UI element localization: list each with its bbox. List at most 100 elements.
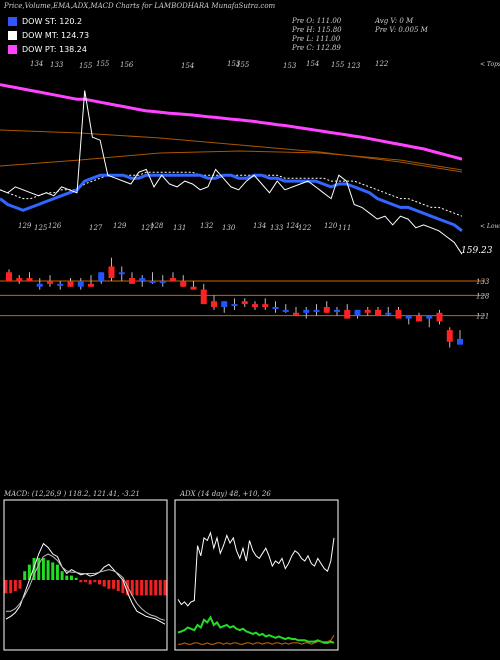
candle-body (416, 315, 422, 322)
current-value-label: 159.23 (461, 246, 493, 256)
top-tick-label: 154 (306, 60, 319, 68)
top-tick-label: 123 (347, 62, 361, 70)
bottom-tick-label: 133 (270, 224, 284, 232)
legend-swatch-icon (8, 31, 17, 40)
candle-body (88, 283, 94, 287)
legend-swatch-icon (8, 17, 17, 26)
ema-st-line (0, 173, 463, 232)
legend-label: DOW PT: 138.24 (22, 45, 87, 54)
bottom-tick-label: 132 (200, 222, 214, 230)
bottom-tick-label: 126 (48, 222, 62, 230)
bottom-tick-label: 130 (222, 224, 236, 232)
lows-label: < Lows (480, 223, 500, 230)
top-tick-label: 133 (50, 61, 64, 69)
chart-title: Price,Volume,EMA,ADX,MACD Charts for LAM… (4, 2, 276, 10)
candle-body (57, 283, 64, 286)
adx-line (177, 531, 335, 607)
top-tick-label: 153 (283, 62, 297, 70)
minus-di-line (178, 634, 335, 645)
candle-body (334, 309, 340, 312)
bottom-tick-label: 127 (89, 224, 103, 232)
candle-body (200, 289, 207, 305)
top-tick-label: 156 (120, 61, 134, 69)
plus-di-line (177, 615, 335, 644)
bottom-tick-label: 111 (338, 224, 351, 232)
candle-body (221, 301, 228, 307)
ema-pt-line (0, 83, 463, 161)
candle-body (170, 278, 176, 281)
legend-dow-st: DOW ST: 120.2 (8, 17, 82, 26)
legend-label: DOW MT: 124.73 (22, 31, 90, 40)
top-tick-label: 153 (227, 60, 241, 68)
candle-body (129, 278, 135, 284)
top-tick-label: 155 (96, 60, 110, 68)
top-tick-label: 154 (181, 62, 194, 70)
candle-body (241, 301, 248, 305)
candle-body (190, 286, 197, 290)
candle-body (67, 280, 74, 287)
level-label: 128 (476, 292, 490, 300)
bottom-tick-label: 134 (253, 222, 266, 230)
candle-body (211, 301, 217, 307)
bottom-tick-label: 128 (150, 222, 164, 230)
legend-swatch-icon (8, 45, 17, 54)
top-tick-label: 155 (79, 62, 93, 70)
info-prev-volume: Pre V: 0.005 M (375, 26, 428, 34)
info-low: Pre L: 111.00 (292, 35, 341, 43)
tops-label: < Tops (480, 61, 500, 68)
bottom-tick-label: 127 (141, 224, 155, 232)
bottom-tick-label: 131 (173, 224, 186, 232)
candle-body (231, 304, 238, 307)
candle-body (323, 307, 330, 313)
top-tick-label: 155 (331, 61, 345, 69)
price-line (0, 90, 463, 255)
candle-body (354, 309, 361, 316)
candle-body (118, 272, 125, 275)
level-label: 121 (476, 313, 489, 321)
candle-body (426, 315, 433, 319)
ema-long-line (0, 129, 463, 173)
candle-body (313, 309, 320, 312)
legend-dow-pt: DOW PT: 138.24 (8, 45, 87, 54)
candle-body (436, 312, 443, 322)
candle-body (405, 315, 412, 319)
info-close: Pre C: 112.89 (292, 44, 341, 52)
info-open: Pre O: 111.00 (292, 17, 342, 25)
top-tick-label: 134 (30, 60, 43, 68)
candle-body (375, 309, 381, 316)
candle-body (364, 309, 371, 313)
legend-dow-mt: DOW MT: 124.73 (8, 31, 89, 40)
legend-label: DOW ST: 120.2 (22, 17, 83, 26)
candle-body (344, 309, 351, 319)
candle-body (457, 338, 463, 345)
macd-signal-line (6, 553, 166, 621)
macd-title: MACD: (12,26,9 ) 118.2, 121.41, -3.21 (3, 490, 140, 498)
candle-body (6, 272, 12, 281)
candle-body (272, 307, 279, 309)
bottom-tick-label: 129 (18, 222, 32, 230)
candle-body (36, 283, 43, 287)
candle-body (303, 309, 310, 313)
candle-body (385, 312, 392, 315)
bottom-tick-label: 120 (324, 222, 338, 230)
candle-body (252, 304, 258, 307)
bottom-tick-label: 129 (113, 222, 127, 230)
candle-body (262, 304, 269, 307)
candle-body (47, 280, 53, 284)
ema-orange-line (0, 150, 463, 171)
top-tick-label: 122 (375, 60, 389, 68)
bottom-tick-label: 124 (286, 222, 299, 230)
candle-body (446, 330, 453, 342)
candle-body (77, 280, 84, 287)
candle-body (293, 312, 299, 316)
candle-body (159, 280, 166, 283)
candle-body (180, 280, 187, 287)
info-high: Pre H: 115.80 (292, 26, 342, 34)
candle-body (108, 266, 115, 279)
candle-body (16, 278, 23, 281)
candle-body (282, 309, 289, 312)
top-tick-label: 155 (236, 61, 250, 69)
candle-body (395, 309, 402, 319)
candle-body (149, 280, 156, 283)
